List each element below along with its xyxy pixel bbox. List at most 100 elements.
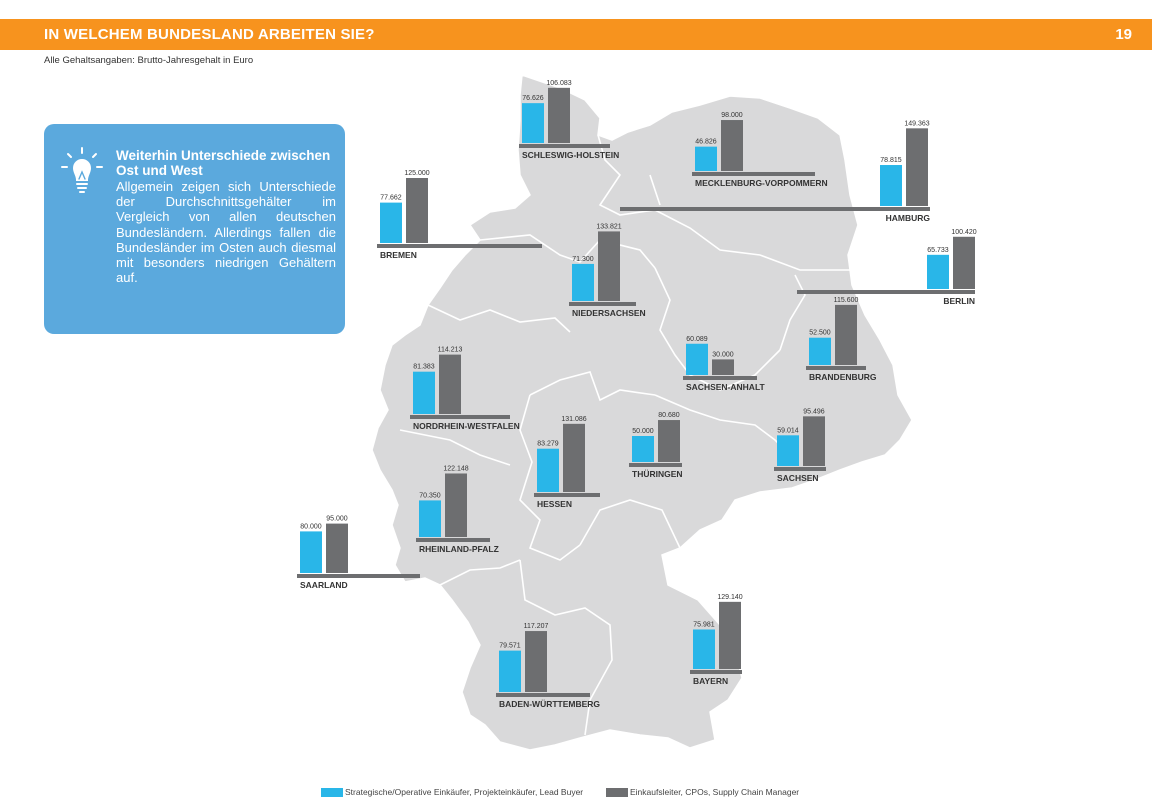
value-label-series2-mecklenburg-vorpommern: 98.000 (721, 112, 743, 119)
bar-series2-nordrhein-westfalen (439, 354, 461, 414)
value-label-series2-baden-württemberg: 117.207 (524, 623, 549, 630)
bar-series1-sachsen (777, 435, 799, 466)
state-label-baden-württemberg: BADEN-WÜRTTEMBERG (499, 699, 600, 709)
value-label-series1-baden-württemberg: 79.571 (499, 643, 521, 650)
bar-series2-mecklenburg-vorpommern (721, 120, 743, 171)
value-label-series1-berlin: 65.733 (927, 247, 949, 254)
state-underline-hessen (534, 493, 600, 497)
bar-series1-berlin (927, 254, 949, 289)
value-label-series2-rheinland-pfalz: 122.148 (443, 465, 468, 472)
bar-series2-bremen (406, 178, 428, 243)
state-label-schleswig-holstein: SCHLESWIG-HOLSTEIN (522, 150, 619, 160)
state-underline-sachsen (774, 467, 826, 471)
info-box-title: Weiterhin Unterschiede zwischen Ost und … (116, 148, 331, 178)
state-label-nordrhein-westfalen: NORDRHEIN-WESTFALEN (413, 421, 520, 431)
bar-series1-mecklenburg-vorpommern (695, 146, 717, 171)
value-label-series2-bremen: 125.000 (404, 170, 429, 177)
bar-series1-saarland (300, 531, 322, 573)
state-underline-brandenburg (806, 366, 866, 370)
state-label-niedersachsen: NIEDERSACHSEN (572, 308, 646, 318)
state-label-saarland: SAARLAND (300, 580, 348, 590)
value-label-series2-sachsen: 95.496 (803, 408, 825, 415)
state-underline-hamburg (620, 207, 930, 211)
state-label-hamburg: HAMBURG (886, 213, 931, 223)
value-label-series2-saarland: 95.000 (326, 516, 348, 523)
lightbulb-icon (61, 147, 103, 193)
subtitle: Alle Gehaltsangaben: Brutto-Jahresgehalt… (44, 55, 254, 66)
bar-series2-brandenburg (835, 304, 857, 365)
value-label-series1-sachsen: 59.014 (777, 427, 799, 434)
bar-series1-brandenburg (809, 337, 831, 365)
legend-item-series1: Strategische/Operative Einkäufer, Projek… (321, 787, 583, 797)
bar-series2-sachsen-anhalt (712, 359, 734, 375)
bar-series2-sachsen (803, 416, 825, 466)
value-label-series2-thüringen: 80.680 (658, 412, 680, 419)
value-label-series1-hamburg: 78.815 (880, 157, 902, 164)
state-underline-mecklenburg-vorpommern (692, 172, 815, 176)
value-label-series1-sachsen-anhalt: 60.089 (686, 336, 708, 343)
value-label-series1-rheinland-pfalz: 70.350 (419, 492, 441, 499)
value-label-series2-sachsen-anhalt: 30.000 (712, 351, 734, 358)
state-underline-bayern (690, 670, 742, 674)
bar-series2-thüringen (658, 420, 680, 462)
state-underline-rheinland-pfalz (416, 538, 490, 542)
value-label-series2-brandenburg: 115.600 (834, 297, 859, 304)
state-label-brandenburg: BRANDENBURG (809, 372, 877, 382)
bar-series2-saarland (326, 523, 348, 573)
state-underline-baden-württemberg (496, 693, 590, 697)
value-label-series1-bremen: 77.662 (380, 195, 402, 202)
value-label-series1-brandenburg: 52.500 (809, 330, 831, 337)
value-label-series1-mecklenburg-vorpommern: 46.826 (695, 139, 717, 146)
header-bar: IN WELCHEM BUNDESLAND ARBEITEN SIE? 19 (0, 19, 1152, 50)
state-label-mecklenburg-vorpommern: MECKLENBURG-VORPOMMERN (695, 178, 828, 188)
value-label-series2-schleswig-holstein: 106.083 (546, 80, 571, 87)
state-underline-nordrhein-westfalen (410, 415, 510, 419)
bar-series2-bayern (719, 601, 741, 669)
info-box-text: Allgemein zeigen sich Unter­schiede der … (116, 179, 336, 286)
value-label-series2-hamburg: 149.363 (904, 120, 929, 127)
value-label-series2-hessen: 131.086 (561, 416, 586, 423)
bar-chart-layer: 76.626 106.083 SCHLESWIG-HOLSTEIN 46.826 98.… (297, 80, 977, 709)
value-label-series1-niedersachsen: 71.300 (572, 256, 594, 263)
bar-series2-niedersachsen (598, 231, 620, 301)
state-underline-schleswig-holstein (519, 144, 610, 148)
state-label-rheinland-pfalz: RHEINLAND-PFALZ (419, 544, 499, 554)
state-label-sachsen: SACHSEN (777, 473, 819, 483)
bar-series1-baden-württemberg (499, 650, 521, 692)
value-label-series1-bayern: 75.981 (693, 621, 715, 628)
state-label-sachsen-anhalt: SACHSEN-ANHALT (686, 382, 766, 392)
state-label-hessen: HESSEN (537, 499, 572, 509)
bar-series2-berlin (953, 236, 975, 289)
bar-series1-niedersachsen (572, 263, 594, 301)
page-title: IN WELCHEM BUNDESLAND ARBEITEN SIE? (44, 26, 375, 43)
bar-series1-hamburg (880, 165, 902, 206)
legend-item-series2: Einkaufsleiter, CPOs, Supply Chain Manag… (606, 787, 799, 797)
bar-series2-baden-württemberg (525, 631, 547, 692)
legend-swatch-blue (321, 787, 343, 797)
info-box: Weiterhin Unterschiede zwischen Ost und … (44, 124, 345, 334)
bar-series1-bayern (693, 629, 715, 669)
value-label-series2-berlin: 100.420 (951, 229, 976, 236)
bar-series1-hessen (537, 448, 559, 492)
legend-label-series2: Einkaufsleiter, CPOs, Supply Chain Manag… (630, 787, 800, 797)
value-label-series2-bayern: 129.140 (717, 594, 742, 601)
germany-map-shape (371, 73, 913, 751)
value-label-series2-niedersachsen: 133.821 (596, 223, 621, 230)
value-label-series2-nordrhein-westfalen: 114.213 (438, 347, 463, 354)
legend-swatch-gray (606, 787, 628, 797)
bar-series1-nordrhein-westfalen (413, 371, 435, 414)
state-label-bayern: BAYERN (693, 676, 728, 686)
state-underline-saarland (297, 574, 420, 578)
state-underline-niedersachsen (569, 302, 636, 306)
bar-series2-hessen (563, 423, 585, 492)
bar-series1-thüringen (632, 436, 654, 462)
bar-series1-schleswig-holstein (522, 103, 544, 143)
page-number: 19 (1115, 26, 1132, 43)
bar-series1-rheinland-pfalz (419, 500, 441, 537)
value-label-series1-hessen: 83.279 (537, 441, 559, 448)
value-label-series1-saarland: 80.000 (300, 523, 322, 530)
value-label-series1-nordrhein-westfalen: 81.383 (413, 364, 435, 371)
state-underline-thüringen (629, 463, 682, 467)
state-borders (399, 134, 850, 736)
